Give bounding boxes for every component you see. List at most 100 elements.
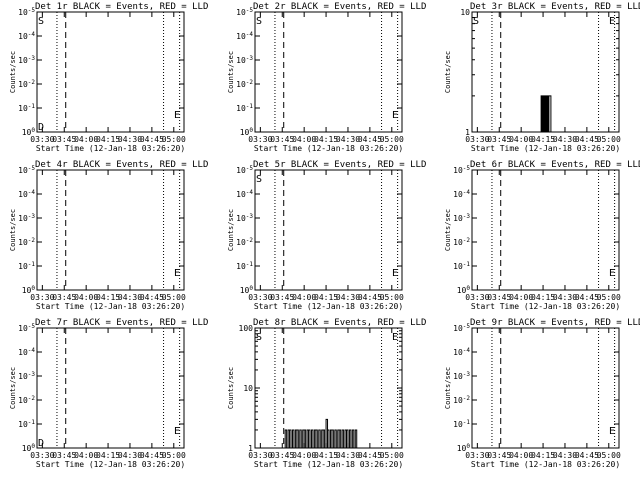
detector-panel: Det 5r BLACK = Events, RED = LLD 100 10-1 1… [227, 160, 426, 311]
detector-panel: Det 4r BLACK = Events, RED = LLD 100 10-1 1… [9, 160, 208, 311]
x-tick-label: 04:00 [509, 293, 533, 302]
y-tick-label: 100 [22, 443, 36, 453]
x-tick-label: 04:15 [531, 451, 555, 460]
detector-panel: Det 8r BLACK = Events, RED = LLD 1 10 100 03… [227, 318, 426, 469]
x-tick-label: 04:00 [292, 135, 316, 144]
detector-panel: Det 2r BLACK = Events, RED = LLD 100 10-1 1… [227, 2, 426, 153]
y-tick-label: 10-3 [236, 55, 253, 65]
panel-title: Det 2r BLACK = Events, RED = LLD [253, 2, 426, 12]
y-tick-label: 10-4 [453, 189, 470, 199]
x-tick-label: 04:45 [575, 293, 599, 302]
x-tick-label: 04:00 [74, 135, 98, 144]
x-tick-label: 04:15 [96, 451, 120, 460]
y-axis-label: Counts/sec [444, 367, 452, 409]
x-tick-label: 04:30 [553, 293, 577, 302]
y-tick-label: 10-2 [236, 237, 253, 247]
y-tick-label: 10-4 [453, 347, 470, 357]
panel-title: Det 9r BLACK = Events, RED = LLD [470, 318, 640, 328]
x-tick-label: 03:45 [52, 135, 76, 144]
y-tick-label: 100 [240, 285, 254, 295]
plot-frame [36, 11, 185, 133]
x-tick-label: 05:00 [162, 293, 186, 302]
y-tick-label: 10-3 [18, 55, 35, 65]
x-tick-label: 04:15 [96, 293, 120, 302]
x-tick-label: 04:30 [336, 451, 360, 460]
x-tick-label: 03:30 [465, 135, 489, 144]
plot-frame [36, 327, 185, 449]
x-tick-label: 05:00 [162, 135, 186, 144]
panel-title: Det 7r BLACK = Events, RED = LLD [35, 318, 208, 328]
x-axis-label: Start Time (12-Jan-18 03:26:20) [471, 460, 620, 469]
series-line [284, 418, 359, 449]
y-tick-label: 10-3 [236, 213, 253, 223]
x-tick-label: 03:30 [248, 293, 272, 302]
x-tick-label: 04:15 [314, 451, 338, 460]
x-tick-label: 03:45 [487, 135, 511, 144]
event-marker-e: E [174, 426, 180, 437]
event-marker-s: S [473, 16, 479, 27]
y-tick-label: 10-1 [453, 419, 470, 429]
event-marker-s: S [256, 332, 262, 343]
y-tick-label: 10-4 [18, 189, 35, 199]
panel-title: Det 5r BLACK = Events, RED = LLD [253, 160, 426, 170]
plot-frame [471, 169, 620, 291]
y-axis-label: Counts/sec [9, 367, 17, 409]
x-tick-label: 04:45 [358, 293, 382, 302]
y-axis-label: Counts/sec [9, 51, 17, 93]
y-axis-label: Counts/sec [227, 51, 235, 93]
x-axis-label: Start Time (12-Jan-18 03:26:20) [36, 302, 185, 311]
x-tick-label: 03:30 [30, 135, 54, 144]
x-tick-label: 04:15 [314, 135, 338, 144]
plot-frame [36, 169, 185, 291]
panel-title: Det 6r BLACK = Events, RED = LLD [470, 160, 640, 170]
x-tick-label: 04:30 [118, 135, 142, 144]
x-axis-label: Start Time (12-Jan-18 03:26:20) [471, 144, 620, 153]
x-tick-label: 05:00 [597, 135, 621, 144]
y-tick-label: 10-1 [18, 261, 35, 271]
x-tick-label: 04:45 [358, 135, 382, 144]
y-tick-label: 10-1 [236, 261, 253, 271]
event-marker-e: E [392, 110, 398, 121]
y-tick-label: 10-5 [18, 165, 35, 175]
event-marker-e: E [174, 268, 180, 279]
event-marker-d: D [38, 438, 44, 449]
x-tick-label: 04:30 [336, 135, 360, 144]
y-tick-label: 10-5 [453, 323, 470, 333]
x-tick-label: 04:45 [140, 135, 164, 144]
x-tick-label: 04:15 [531, 135, 555, 144]
x-tick-label: 03:45 [270, 451, 294, 460]
y-tick-label: 100 [22, 285, 36, 295]
y-tick-label: 10-3 [453, 371, 470, 381]
event-marker-s: S [256, 174, 262, 185]
y-tick-label: 10 [460, 8, 470, 17]
x-axis-label: Start Time (12-Jan-18 03:26:20) [254, 460, 403, 469]
x-tick-label: 04:45 [575, 135, 599, 144]
y-tick-label: 10-5 [236, 7, 253, 17]
y-tick-label: 10-3 [453, 213, 470, 223]
y-axis-label: Counts/sec [227, 367, 235, 409]
y-tick-label: 10-5 [453, 165, 470, 175]
x-axis-label: Start Time (12-Jan-18 03:26:20) [254, 302, 403, 311]
y-axis-label: Counts/sec [9, 209, 17, 251]
x-tick-label: 04:00 [74, 293, 98, 302]
x-tick-label: 03:45 [52, 451, 76, 460]
x-tick-label: 03:45 [52, 293, 76, 302]
event-marker-e: E [392, 332, 398, 343]
x-tick-label: 03:45 [270, 293, 294, 302]
y-tick-label: 10-3 [18, 213, 35, 223]
plot-frame [471, 327, 620, 449]
x-tick-label: 04:15 [314, 293, 338, 302]
detector-panel: Det 7r BLACK = Events, RED = LLD 100 10-1 1… [9, 318, 208, 469]
event-marker-e: E [174, 110, 180, 121]
x-tick-label: 04:30 [118, 451, 142, 460]
event-marker-e: E [392, 268, 398, 279]
detector-panel: Det 3r BLACK = Events, RED = LLD 1 10 03:30… [444, 2, 640, 153]
x-axis-label: Start Time (12-Jan-18 03:26:20) [36, 144, 185, 153]
x-axis-label: Start Time (12-Jan-18 03:26:20) [36, 460, 185, 469]
event-marker-e: E [609, 268, 615, 279]
x-tick-label: 04:00 [74, 451, 98, 460]
y-tick-label: 10-1 [236, 103, 253, 113]
y-tick-label: 10-1 [18, 103, 35, 113]
panel-title: Det 3r BLACK = Events, RED = LLD [470, 2, 640, 12]
